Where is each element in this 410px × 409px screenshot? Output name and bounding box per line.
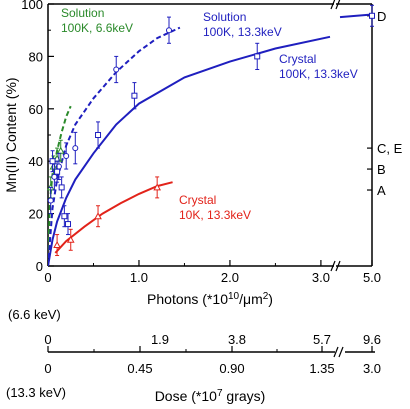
- point-crystal_133: [49, 158, 56, 165]
- dose-top-tick-label: 3.8: [228, 332, 246, 347]
- fit-crystal_133: [48, 35, 331, 266]
- series-label-line1-solution_133: Solution: [203, 10, 246, 24]
- fit-solution_133: [48, 26, 181, 266]
- y-tick-label: 0: [36, 259, 43, 274]
- x-axis-label-part: Photons (*10: [147, 291, 228, 307]
- dose-top-tick-label: 9.6: [363, 332, 381, 347]
- point-crystal_133: [58, 184, 65, 191]
- series-label-line2-solution_66: 100K, 6.6keV: [61, 21, 133, 35]
- x-tick-label: 0: [44, 270, 51, 285]
- point-solution_133: [72, 145, 79, 152]
- fit-after-break-crystal_133: [339, 13, 372, 19]
- dose-axis: (6.6 keV) 0 1.9 3.8 5.7 9.6 0.45 0.90 1.35 3.0 0 (1…: [6, 307, 381, 404]
- x-axis-label: Photons (*1010/μm2): [147, 291, 273, 307]
- dose-top-tick-label: 0: [44, 332, 51, 347]
- x-tick-label: 2.0: [221, 270, 239, 285]
- dose-bottom-tick-label: 3.0: [363, 361, 381, 376]
- point-solution_133: [63, 152, 70, 159]
- x-axis-label-part: 2: [263, 291, 269, 302]
- energy-label-6-6: (6.6 keV): [8, 307, 61, 322]
- point-crystal_133: [254, 53, 261, 60]
- axis-break-mark: [335, 260, 341, 272]
- point-crystal_10k: [153, 183, 162, 191]
- y-axis-label: Mn(II) Content (%): [3, 77, 19, 192]
- right-marker-label: A: [377, 183, 386, 198]
- x-axis-label-part: /μm: [239, 291, 263, 307]
- dose-bottom-tick-label: 0.90: [219, 361, 244, 376]
- y-tick-label: 100: [21, 0, 43, 12]
- dose-axis-label: Dose (*107 grays): [155, 388, 266, 404]
- fit-curves: [48, 13, 372, 266]
- dose-axis-label-part: 7: [217, 388, 223, 399]
- axis-break-mark: [335, 0, 341, 10]
- point-solution_133: [51, 173, 58, 180]
- dose-axis-label-part: grays): [223, 388, 266, 404]
- point-crystal_133: [131, 92, 138, 99]
- y-tick-label: 40: [29, 154, 43, 169]
- dose-top-tick-label: 5.7: [313, 332, 331, 347]
- right-marker-label: B: [377, 162, 386, 177]
- right-marker-label: C, E: [377, 141, 403, 156]
- x-axis-label-part: ): [268, 291, 273, 307]
- series-label-line2-crystal_10k: 10K, 13.3keV: [179, 208, 251, 222]
- point-crystal_133: [65, 221, 72, 228]
- axes: 0 20 40 60 80 100 Mn(II) Content (%) 0 1.0 2.0 3.0…: [3, 0, 403, 307]
- axis-break-mark: [330, 260, 336, 272]
- series-label-line2-solution_133: 100K, 13.3keV: [203, 25, 282, 39]
- series-label-line1-crystal_10k: Crystal: [179, 193, 216, 207]
- axis-break-mark: [330, 0, 336, 10]
- dose-bottom-tick-label: 0.45: [127, 361, 152, 376]
- y-tick-label: 60: [29, 102, 43, 117]
- dose-axis-label-part: Dose (*10: [155, 388, 217, 404]
- series-label-line1-solution_66: Solution: [61, 6, 104, 20]
- point-crystal_10k: [53, 240, 61, 249]
- point-crystal_133: [54, 168, 61, 175]
- dose-bottom-tick-label: 1.35: [309, 361, 334, 376]
- energy-label-13-3: (13.3 keV): [6, 385, 66, 400]
- point-crystal_133: [369, 12, 375, 19]
- dose-break-mark: [333, 346, 339, 358]
- x-axis-label-part: 10: [228, 291, 240, 302]
- x-tick-label: 5.0: [363, 270, 381, 285]
- point-solution_133: [47, 197, 54, 204]
- point-solution_66: [49, 162, 58, 170]
- point-solution_133: [113, 66, 120, 73]
- dose-bottom-tick-label: 0: [44, 361, 51, 376]
- dose-top-tick-label: 1.9: [151, 332, 169, 347]
- point-solution_133: [165, 27, 172, 34]
- series-label-line1-crystal_133: Crystal: [279, 52, 316, 66]
- y-tick-label: 80: [29, 49, 43, 64]
- point-crystal_133: [95, 132, 102, 138]
- point-crystal_10k: [66, 235, 75, 243]
- point-crystal_10k: [94, 212, 102, 220]
- dose-break-mark: [338, 346, 344, 358]
- x-tick-label: 3.0: [312, 270, 330, 285]
- right-marker-label: D: [377, 9, 386, 24]
- x-tick-label: 1.0: [130, 270, 148, 285]
- data-points: [46, 4, 375, 257]
- series-label-line2-crystal_133: 100K, 13.3keV: [279, 67, 358, 81]
- point-crystal_133: [61, 213, 68, 220]
- y-tick-label: 20: [29, 207, 43, 222]
